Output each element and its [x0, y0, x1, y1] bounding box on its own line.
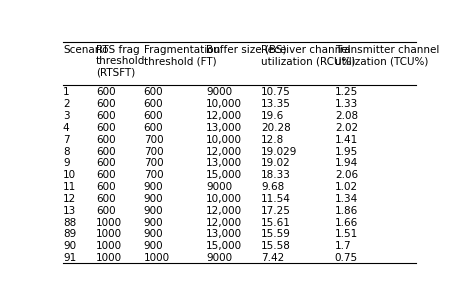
Text: 13.35: 13.35: [261, 99, 291, 109]
Text: 1000: 1000: [96, 253, 122, 263]
Text: 1.51: 1.51: [335, 229, 358, 239]
Text: 600: 600: [144, 123, 164, 133]
Text: 1000: 1000: [144, 253, 170, 263]
Text: 9: 9: [63, 158, 70, 168]
Text: 600: 600: [96, 123, 116, 133]
Text: Scenario: Scenario: [63, 45, 109, 55]
Text: 900: 900: [144, 194, 164, 204]
Text: 15.58: 15.58: [261, 241, 291, 251]
Text: 12,000: 12,000: [206, 111, 242, 121]
Text: 10,000: 10,000: [206, 99, 242, 109]
Text: 1.7: 1.7: [335, 241, 351, 251]
Text: 2.08: 2.08: [335, 111, 358, 121]
Text: 700: 700: [144, 147, 164, 157]
Text: 9000: 9000: [206, 182, 232, 192]
Text: 15.59: 15.59: [261, 229, 291, 239]
Text: 600: 600: [144, 111, 164, 121]
Text: 11.54: 11.54: [261, 194, 291, 204]
Text: 600: 600: [96, 170, 116, 180]
Text: 12,000: 12,000: [206, 206, 242, 216]
Text: 900: 900: [144, 229, 164, 239]
Text: 88: 88: [63, 218, 76, 228]
Text: 17.25: 17.25: [261, 206, 291, 216]
Text: 9000: 9000: [206, 253, 232, 263]
Text: 91: 91: [63, 253, 76, 263]
Text: 600: 600: [96, 206, 116, 216]
Text: 18.33: 18.33: [261, 170, 291, 180]
Text: 13,000: 13,000: [206, 123, 242, 133]
Text: 600: 600: [96, 158, 116, 168]
Text: 700: 700: [144, 170, 164, 180]
Text: 1.02: 1.02: [335, 182, 358, 192]
Text: 2: 2: [63, 99, 70, 109]
Text: 13,000: 13,000: [206, 158, 242, 168]
Text: 600: 600: [96, 99, 116, 109]
Text: 3: 3: [63, 111, 70, 121]
Text: 600: 600: [96, 87, 116, 97]
Text: 900: 900: [144, 241, 164, 251]
Text: 10: 10: [63, 170, 76, 180]
Text: 700: 700: [144, 158, 164, 168]
Text: Transmitter channel
utilization (TCU%): Transmitter channel utilization (TCU%): [335, 45, 439, 66]
Text: 9000: 9000: [206, 87, 232, 97]
Text: 4: 4: [63, 123, 70, 133]
Text: Fragmentation
threshold (FT): Fragmentation threshold (FT): [144, 45, 220, 66]
Text: 1.86: 1.86: [335, 206, 358, 216]
Text: 20.28: 20.28: [261, 123, 291, 133]
Text: 7.42: 7.42: [261, 253, 284, 263]
Text: 89: 89: [63, 229, 76, 239]
Text: 15.61: 15.61: [261, 218, 291, 228]
Text: Receiver channel
utilization (RCU%): Receiver channel utilization (RCU%): [261, 45, 356, 66]
Text: 7: 7: [63, 135, 70, 145]
Text: 1: 1: [63, 87, 70, 97]
Text: 600: 600: [144, 99, 164, 109]
Text: 600: 600: [96, 111, 116, 121]
Text: 1000: 1000: [96, 241, 122, 251]
Text: 600: 600: [96, 135, 116, 145]
Text: 8: 8: [63, 147, 70, 157]
Text: 1000: 1000: [96, 218, 122, 228]
Text: 15,000: 15,000: [206, 170, 242, 180]
Text: 15,000: 15,000: [206, 241, 242, 251]
Text: 1000: 1000: [96, 229, 122, 239]
Text: 0.75: 0.75: [335, 253, 358, 263]
Text: 900: 900: [144, 182, 164, 192]
Text: 19.02: 19.02: [261, 158, 291, 168]
Text: 10.75: 10.75: [261, 87, 291, 97]
Text: 13,000: 13,000: [206, 229, 242, 239]
Text: 19.6: 19.6: [261, 111, 284, 121]
Text: 2.02: 2.02: [335, 123, 358, 133]
Text: 1.25: 1.25: [335, 87, 358, 97]
Text: 900: 900: [144, 206, 164, 216]
Text: 90: 90: [63, 241, 76, 251]
Text: 12,000: 12,000: [206, 147, 242, 157]
Text: 9.68: 9.68: [261, 182, 284, 192]
Text: 12.8: 12.8: [261, 135, 284, 145]
Text: 1.34: 1.34: [335, 194, 358, 204]
Text: 600: 600: [144, 87, 164, 97]
Text: Buffer size (BS): Buffer size (BS): [206, 45, 287, 55]
Text: 12: 12: [63, 194, 76, 204]
Text: 1.94: 1.94: [335, 158, 358, 168]
Text: 2.06: 2.06: [335, 170, 358, 180]
Text: 13: 13: [63, 206, 76, 216]
Text: 1.41: 1.41: [335, 135, 358, 145]
Text: RTS frag
threshold
(RTSFT): RTS frag threshold (RTSFT): [96, 45, 146, 78]
Text: 1.95: 1.95: [335, 147, 358, 157]
Text: 600: 600: [96, 147, 116, 157]
Text: 12,000: 12,000: [206, 218, 242, 228]
Text: 19.029: 19.029: [261, 147, 298, 157]
Text: 700: 700: [144, 135, 164, 145]
Text: 900: 900: [144, 218, 164, 228]
Text: 600: 600: [96, 182, 116, 192]
Text: 1.66: 1.66: [335, 218, 358, 228]
Text: 10,000: 10,000: [206, 135, 242, 145]
Text: 11: 11: [63, 182, 76, 192]
Text: 1.33: 1.33: [335, 99, 358, 109]
Text: 10,000: 10,000: [206, 194, 242, 204]
Text: 600: 600: [96, 194, 116, 204]
